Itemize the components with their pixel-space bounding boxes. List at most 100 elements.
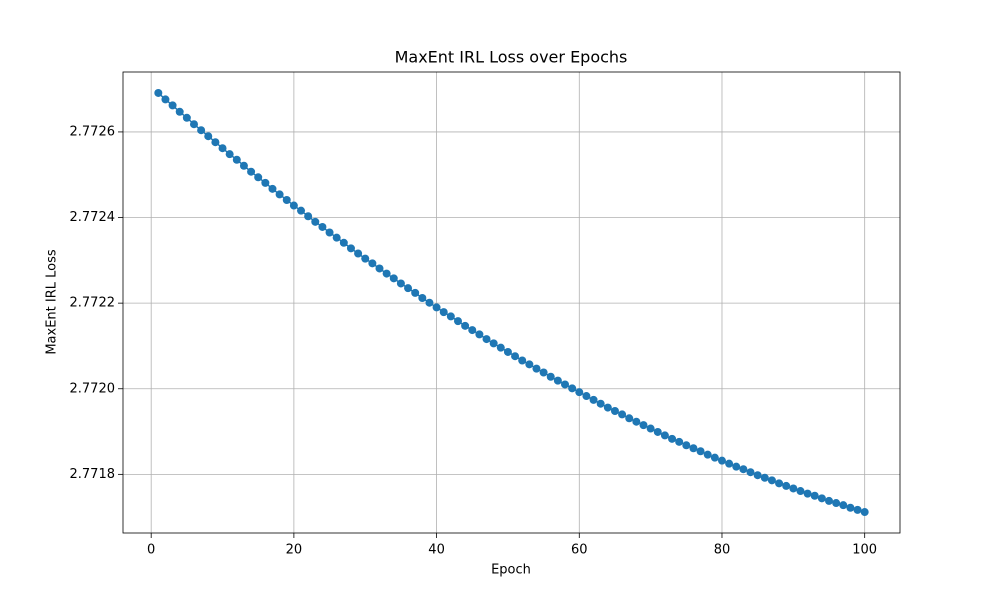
marker: [332, 233, 341, 242]
marker: [582, 392, 591, 401]
marker: [525, 360, 534, 369]
marker: [254, 173, 263, 182]
marker: [553, 376, 562, 385]
marker: [782, 481, 791, 490]
marker: [339, 238, 348, 247]
marker: [282, 195, 291, 204]
marker: [732, 462, 741, 471]
marker: [211, 138, 220, 147]
marker: [482, 335, 491, 344]
marker: [297, 206, 306, 215]
marker: [361, 254, 370, 263]
marker: [247, 167, 256, 176]
marker: [746, 468, 755, 477]
marker: [532, 364, 541, 373]
marker: [368, 259, 377, 268]
marker: [503, 347, 512, 356]
marker: [232, 155, 241, 164]
y-tick-label: 2.7722: [70, 296, 116, 311]
marker: [653, 427, 662, 436]
marker: [839, 501, 848, 510]
x-tick-label: 40: [428, 543, 445, 558]
marker: [668, 434, 677, 443]
marker: [225, 150, 234, 159]
marker: [682, 441, 691, 450]
x-axis-label: Epoch: [491, 563, 531, 578]
marker: [425, 298, 434, 307]
marker: [767, 476, 776, 485]
marker: [575, 388, 584, 397]
marker: [846, 503, 855, 512]
marker: [496, 343, 505, 352]
axes-frame: [122, 71, 901, 534]
marker: [354, 249, 363, 258]
marker: [546, 372, 555, 381]
y-axis-label: MaxEnt IRL Loss: [45, 249, 60, 355]
marker: [696, 447, 705, 456]
marker: [404, 284, 413, 293]
marker: [568, 384, 577, 393]
marker: [796, 487, 805, 496]
marker: [603, 403, 612, 412]
marker: [396, 279, 405, 288]
marker: [853, 505, 862, 514]
y-tick-label: 2.7718: [70, 467, 116, 482]
y-tick-label: 2.7720: [70, 381, 116, 396]
marker: [175, 107, 184, 116]
marker: [161, 95, 170, 104]
marker: [446, 312, 455, 321]
marker: [832, 499, 841, 508]
marker: [753, 471, 762, 480]
marker: [375, 264, 384, 273]
y-tick-label: 2.7724: [70, 210, 116, 225]
marker: [703, 450, 712, 459]
marker: [717, 456, 726, 465]
marker: [632, 417, 641, 426]
y-tick-label: 2.7726: [70, 124, 116, 139]
marker: [518, 356, 527, 365]
marker: [610, 407, 619, 416]
marker: [775, 479, 784, 488]
marker: [511, 352, 520, 361]
marker: [189, 120, 198, 129]
marker: [725, 459, 734, 468]
x-tick-label: 0: [147, 543, 155, 558]
marker: [261, 178, 270, 187]
marker: [411, 288, 420, 297]
marker: [325, 228, 334, 237]
marker: [418, 294, 427, 303]
marker: [860, 508, 869, 517]
marker: [239, 161, 248, 170]
marker: [432, 303, 441, 312]
marker: [596, 399, 605, 408]
marker: [789, 484, 798, 493]
marker: [589, 395, 598, 404]
marker: [710, 453, 719, 462]
marker: [760, 473, 769, 482]
marker: [182, 113, 191, 122]
marker: [817, 494, 826, 503]
marker: [646, 424, 655, 433]
x-tick-label: 100: [852, 543, 877, 558]
x-tick-label: 60: [571, 543, 588, 558]
marker: [468, 326, 477, 335]
marker: [204, 132, 213, 141]
marker: [689, 444, 698, 453]
marker: [660, 431, 669, 440]
marker: [489, 339, 498, 348]
marker: [439, 308, 448, 317]
marker: [810, 491, 819, 500]
marker: [803, 489, 812, 498]
marker: [618, 410, 627, 419]
chart-title: MaxEnt IRL Loss over Epochs: [395, 48, 628, 67]
marker: [825, 496, 834, 505]
grid: [123, 72, 900, 533]
marker: [311, 217, 320, 226]
marker: [304, 212, 313, 221]
marker: [561, 380, 570, 389]
marker: [739, 465, 748, 474]
marker: [168, 101, 177, 110]
marker: [539, 368, 548, 377]
marker: [639, 421, 648, 430]
